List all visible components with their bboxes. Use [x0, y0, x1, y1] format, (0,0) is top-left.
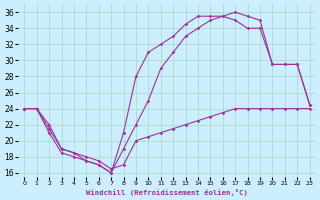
X-axis label: Windchill (Refroidissement éolien,°C): Windchill (Refroidissement éolien,°C)	[86, 189, 248, 196]
